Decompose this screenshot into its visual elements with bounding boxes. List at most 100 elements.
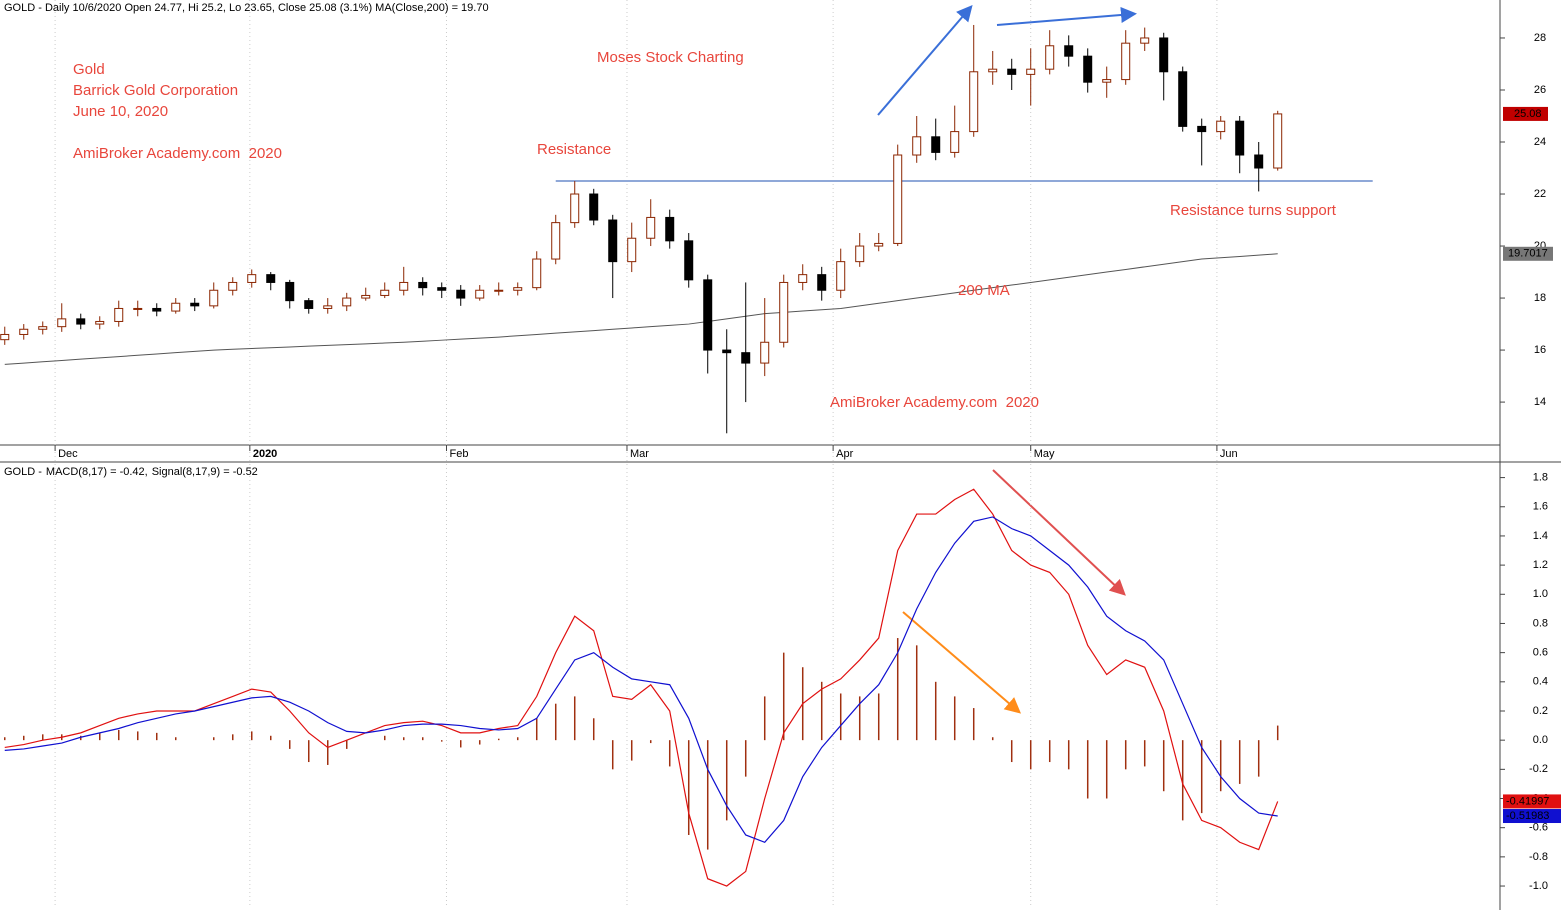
candle-body	[703, 279, 713, 351]
y-tick-label: 18	[1534, 292, 1546, 304]
last-value-badge	[1503, 794, 1561, 809]
candle-body	[1178, 71, 1188, 127]
candle-body	[228, 281, 238, 291]
y-tick-label: 28	[1534, 32, 1546, 44]
arrow	[902, 611, 1022, 714]
candle-body	[38, 326, 48, 330]
candle-body	[1235, 120, 1245, 156]
candle-body	[475, 289, 485, 299]
candle-body	[1197, 125, 1207, 133]
candle-body	[133, 307, 143, 310]
candle-body	[513, 287, 523, 291]
y-tick-label: 0.4	[1533, 676, 1548, 688]
candle-body	[1064, 45, 1074, 57]
candle-body	[76, 318, 86, 325]
annotation: AmiBroker Academy.com 2020	[830, 394, 1039, 411]
last-value-badge	[1503, 809, 1561, 824]
candle-body	[266, 274, 276, 283]
panel-title: MACD(8,17) = -0.42,	[46, 466, 148, 478]
candle-body	[627, 237, 637, 263]
line-series	[4, 488, 1279, 887]
y-tick-label: 22	[1534, 188, 1546, 200]
candle-body	[285, 281, 295, 302]
annotation: Resistance	[537, 141, 611, 158]
candle-body	[323, 305, 333, 309]
candle-body	[1216, 120, 1226, 133]
y-tick-label: 24	[1534, 136, 1546, 148]
last-value-label: -0.51983	[1506, 810, 1549, 822]
candle-body	[817, 274, 827, 291]
candle-body	[646, 216, 656, 239]
candle-body	[304, 300, 314, 309]
candle-body	[532, 258, 542, 289]
y-tick-label: -0.2	[1529, 763, 1548, 775]
candle-body	[665, 216, 675, 242]
last-value-label: 19.7017	[1508, 248, 1548, 260]
arrow	[877, 4, 973, 116]
annotation: 200 MA	[958, 282, 1010, 299]
candle-body	[171, 302, 181, 312]
y-tick-label: -1.0	[1529, 880, 1548, 892]
candle-body	[931, 136, 941, 153]
last-value-label: -0.41997	[1506, 795, 1549, 807]
x-tick-label: Feb	[449, 448, 468, 460]
candle-body	[969, 71, 979, 133]
candle-body	[1007, 68, 1017, 75]
y-tick-label: 1.0	[1533, 588, 1548, 600]
candle-body	[494, 289, 504, 292]
x-tick-label: Mar	[630, 448, 649, 460]
candle-body	[190, 302, 200, 307]
candle-body	[1083, 55, 1093, 83]
candle-body	[399, 281, 409, 291]
annotation: AmiBroker Academy.com 2020	[73, 145, 282, 162]
candle-body	[209, 289, 219, 307]
y-tick-label: -0.8	[1529, 851, 1548, 863]
annotation: Resistance turns support	[1170, 202, 1337, 219]
candle-body	[1045, 45, 1055, 70]
candle-body	[988, 68, 998, 73]
chart-title: GOLD - Daily 10/6/2020 Open 24.77, Hi 25…	[4, 2, 489, 14]
y-tick-label: 0.6	[1533, 647, 1548, 659]
arrow	[992, 469, 1126, 596]
candle-body	[722, 349, 732, 354]
candle-body	[608, 219, 618, 263]
candle-body	[0, 333, 10, 341]
annotation: Barrick Gold Corporation	[73, 82, 238, 99]
panel-title: GOLD -	[4, 466, 42, 478]
candle-body	[836, 261, 846, 291]
candle-body	[893, 154, 903, 244]
candle-body	[1026, 68, 1036, 75]
candle-body	[855, 245, 865, 263]
candle-body	[152, 307, 162, 312]
candle-body	[874, 242, 884, 247]
annotation: June 10, 2020	[73, 103, 168, 120]
y-tick-label: 16	[1534, 344, 1546, 356]
candle-body	[912, 136, 922, 156]
candle-body	[95, 320, 105, 325]
candle-body	[551, 222, 561, 260]
candle-body	[1140, 37, 1150, 44]
candle-body	[57, 318, 67, 328]
candle-body	[741, 352, 751, 364]
candle-body	[247, 274, 257, 283]
y-tick-label: 1.8	[1533, 471, 1548, 483]
last-value-badge	[1503, 246, 1553, 261]
x-tick-label: Dec	[58, 448, 78, 460]
candle-body	[1121, 42, 1131, 81]
y-tick-label: 26	[1534, 84, 1546, 96]
candle-body	[114, 307, 124, 322]
candle-body	[760, 341, 770, 364]
candle-body	[437, 287, 447, 291]
ma-line	[4, 253, 1278, 365]
candle-body	[1102, 79, 1112, 83]
candle-body	[570, 193, 580, 224]
y-tick-label: 1.6	[1533, 501, 1548, 513]
x-tick-label: Jun	[1220, 448, 1238, 460]
y-tick-label: 14	[1534, 396, 1546, 408]
panel-title: Signal(8,17,9) = -0.52	[152, 466, 258, 478]
x-tick-label: May	[1034, 448, 1055, 460]
arrow	[996, 6, 1137, 26]
candle-body	[342, 297, 352, 307]
candle-body	[1273, 113, 1283, 169]
